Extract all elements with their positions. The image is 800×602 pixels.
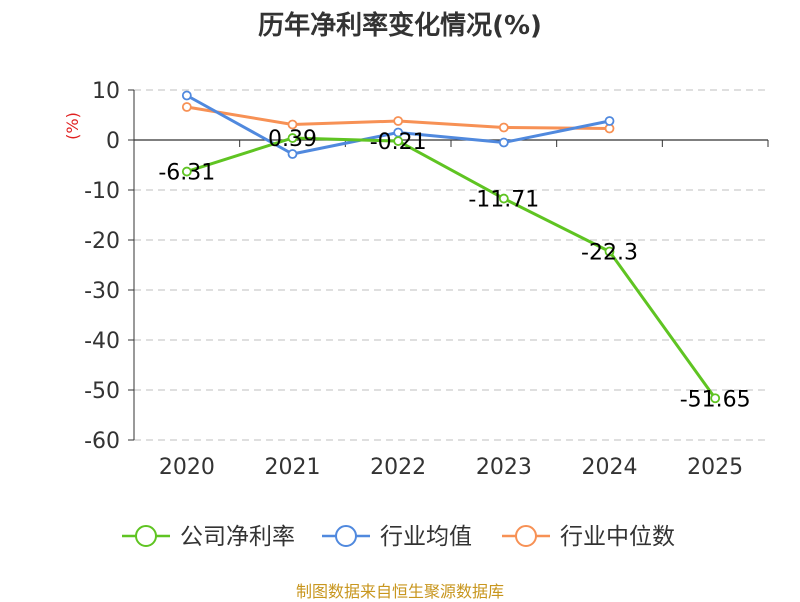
- y-tick-label: -50: [84, 379, 120, 404]
- data-point: [710, 393, 721, 404]
- legend-label: 公司净利率: [180, 524, 295, 550]
- data-point: [181, 102, 192, 112]
- y-tick-label: -30: [84, 279, 120, 304]
- legend-label: 行业均值: [380, 524, 472, 550]
- legend-item[interactable]: 公司净利率: [122, 524, 295, 550]
- data-label: -51.65: [680, 387, 751, 412]
- data-point: [498, 193, 509, 204]
- y-tick-label: 10: [92, 79, 120, 104]
- data-point: [393, 116, 404, 126]
- legend-swatch-marker: [515, 525, 537, 547]
- legend-item[interactable]: 行业中位数: [502, 524, 675, 550]
- y-tick-label: -20: [84, 229, 120, 254]
- data-label: -22.3: [581, 241, 638, 266]
- data-point: [393, 136, 404, 146]
- data-label: -6.31: [158, 161, 215, 186]
- series-lines: [181, 90, 721, 404]
- legend-swatch-marker: [135, 525, 157, 547]
- data-point: [287, 133, 298, 143]
- data-point: [181, 90, 192, 101]
- source-footer: 制图数据来自恒生聚源数据库: [295, 582, 504, 601]
- grid-lines: [134, 89, 768, 441]
- x-tick-label: 2023: [476, 455, 532, 480]
- y-tick-label: -40: [84, 329, 120, 354]
- data-point: [498, 137, 509, 148]
- legend-item[interactable]: 行业均值: [322, 524, 472, 550]
- y-tick-label: -60: [84, 429, 120, 454]
- series-line: [186, 136, 717, 400]
- legend-label: 行业中位数: [560, 524, 675, 550]
- y-axis-label: (%): [63, 112, 82, 140]
- data-labels: -6.31 0.39 -0.21 -11.71 -22.3 -51.65: [158, 127, 750, 412]
- x-tick-label: 2022: [370, 455, 426, 480]
- data-point: [287, 119, 298, 130]
- data-point: [498, 122, 509, 133]
- data-point: [604, 246, 615, 257]
- data-label: -0.21: [370, 130, 427, 155]
- y-tick-label: 0: [106, 129, 120, 154]
- data-point: [604, 116, 615, 126]
- legend-swatch-marker: [335, 525, 357, 547]
- data-point: [287, 149, 298, 159]
- legend: 公司净利率 行业均值 行业中位数: [122, 524, 675, 550]
- chart-title: 历年净利率变化情况(%): [258, 11, 542, 41]
- x-tick-label: 2025: [687, 455, 743, 480]
- data-label: 0.39: [268, 127, 317, 152]
- x-tick-label: 2021: [265, 455, 321, 480]
- data-label: -11.71: [468, 188, 539, 213]
- data-point: [181, 166, 192, 177]
- y-tick-label: -10: [84, 179, 120, 204]
- x-tick-label: 2020: [159, 455, 215, 480]
- axes: 10 0 -10 -20 -30 -40 -50 -60 2020 2021 2022 2023 202…: [63, 79, 769, 480]
- x-tick-label: 2024: [582, 455, 638, 480]
